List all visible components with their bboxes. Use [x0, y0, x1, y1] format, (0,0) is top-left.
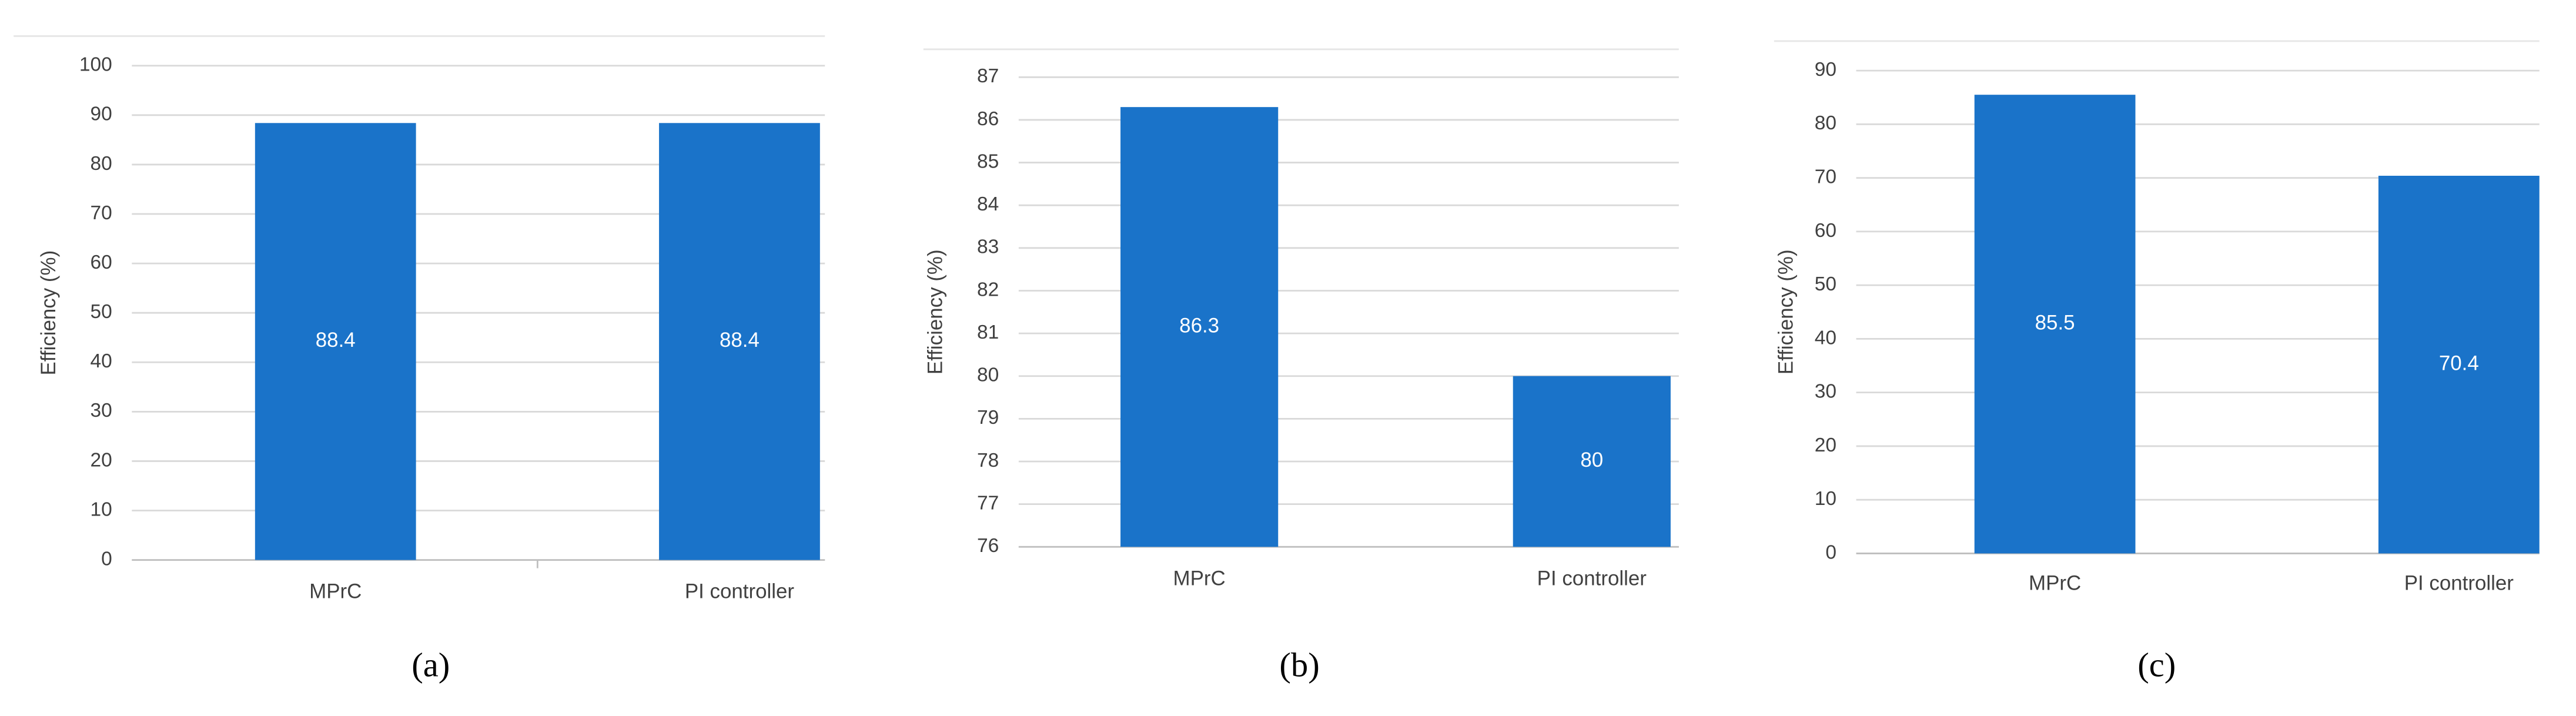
y-tick-label: 20 — [91, 449, 112, 471]
y-tick-label: 60 — [91, 252, 112, 273]
y-tick-label: 90 — [91, 103, 112, 125]
y-axis-label: Efficiency (%) — [924, 249, 946, 374]
bar — [255, 123, 416, 560]
y-tick-label: 70 — [1815, 166, 1836, 188]
y-tick-label: 60 — [1815, 220, 1836, 242]
y-tick-label: 0 — [101, 548, 112, 570]
data-label: 88.4 — [316, 329, 356, 352]
y-tick-label: 85 — [977, 150, 999, 172]
y-tick-label: 81 — [977, 322, 999, 343]
y-tick-label: 79 — [977, 407, 999, 429]
y-tick-label: 10 — [91, 498, 112, 520]
y-tick-label: 90 — [1815, 59, 1836, 81]
data-label: 86.3 — [1179, 314, 1219, 337]
y-tick-label: 20 — [1815, 434, 1836, 456]
y-tick-label: 78 — [977, 450, 999, 471]
x-tick-label: PI controller — [2404, 572, 2514, 595]
y-tick-label: 84 — [977, 193, 999, 215]
y-tick-label: 50 — [91, 301, 112, 323]
y-tick-label: 0 — [1825, 541, 1836, 563]
x-tick-label: MPrC — [1173, 567, 1226, 590]
y-tick-label: 30 — [1815, 381, 1836, 403]
bar — [659, 123, 820, 560]
y-tick-label: 30 — [91, 400, 112, 421]
y-tick-label: 86 — [977, 108, 999, 130]
caption: (c) — [2137, 645, 2176, 684]
data-label: 70.4 — [2439, 352, 2479, 374]
y-tick-label: 50 — [1815, 273, 1836, 295]
y-tick-label: 83 — [977, 236, 999, 258]
x-tick-label: MPrC — [2029, 572, 2081, 595]
y-tick-label: 80 — [1815, 112, 1836, 134]
caption: (a) — [412, 645, 450, 684]
y-tick-label: 76 — [977, 535, 999, 557]
y-tick-label: 80 — [91, 153, 112, 175]
y-tick-label: 10 — [1815, 488, 1836, 510]
y-tick-label: 40 — [1815, 327, 1836, 349]
data-label: 85.5 — [2035, 312, 2075, 334]
x-tick-label: PI controller — [685, 580, 795, 603]
bar — [2378, 175, 2540, 554]
y-tick-label: 40 — [91, 350, 112, 372]
x-tick-label: MPrC — [309, 580, 362, 603]
data-label: 88.4 — [720, 329, 760, 352]
caption: (b) — [1279, 645, 1319, 684]
y-axis-label: Efficiency (%) — [37, 250, 60, 376]
y-tick-label: 100 — [79, 54, 112, 76]
y-axis-label: Efficiency (%) — [1774, 249, 1797, 374]
y-tick-label: 80 — [977, 364, 999, 386]
bar — [1513, 376, 1671, 547]
data-label: 80 — [1580, 449, 1603, 471]
y-tick-label: 77 — [977, 492, 999, 514]
y-tick-label: 87 — [977, 65, 999, 87]
y-tick-label: 82 — [977, 279, 999, 300]
x-tick-label: PI controller — [1537, 567, 1647, 590]
y-tick-label: 70 — [91, 202, 112, 224]
bar — [1120, 107, 1279, 547]
bar — [1974, 95, 2136, 554]
